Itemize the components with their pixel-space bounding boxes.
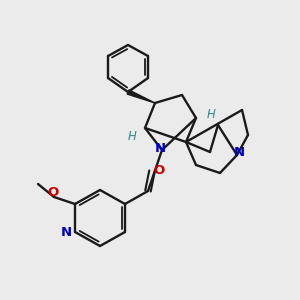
Text: H: H — [207, 109, 215, 122]
Polygon shape — [127, 90, 155, 103]
Text: N: N — [60, 226, 72, 239]
Text: N: N — [154, 142, 166, 154]
Text: O: O — [153, 164, 165, 176]
Text: O: O — [47, 187, 58, 200]
Text: N: N — [233, 146, 244, 160]
Text: H: H — [128, 130, 136, 142]
